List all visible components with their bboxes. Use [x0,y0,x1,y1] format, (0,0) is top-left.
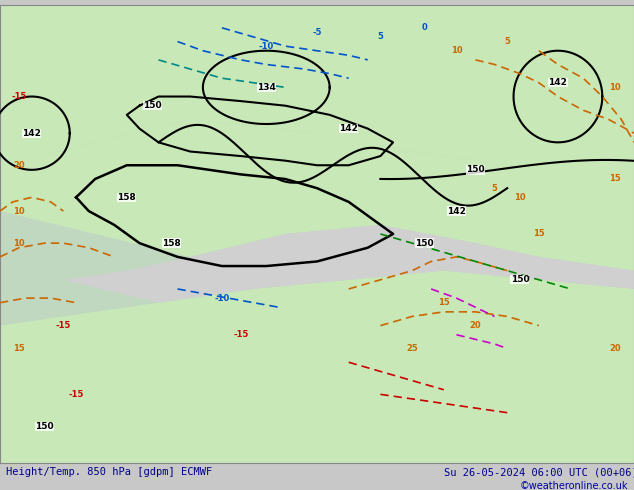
Text: Su 26-05-2024 06:00 UTC (00+06): Su 26-05-2024 06:00 UTC (00+06) [444,467,634,477]
Text: -10: -10 [259,42,274,50]
Text: 150: 150 [35,422,54,431]
Text: 20: 20 [470,321,481,330]
Text: -10: -10 [214,294,230,303]
Text: 150: 150 [143,101,162,110]
Text: 20: 20 [609,344,621,353]
Text: 10: 10 [13,207,25,216]
Text: 142: 142 [22,129,41,138]
Text: 20: 20 [13,161,25,170]
Text: 5: 5 [491,184,498,193]
Text: 150: 150 [415,239,434,247]
Polygon shape [63,225,634,303]
Text: 10: 10 [514,193,526,202]
Text: -5: -5 [313,28,321,37]
Text: 15: 15 [609,174,621,183]
Text: 142: 142 [447,207,466,216]
FancyBboxPatch shape [0,5,634,463]
Text: 0: 0 [422,24,428,32]
Text: 142: 142 [339,124,358,133]
Text: 158: 158 [162,239,181,247]
Text: -15: -15 [68,390,84,399]
Text: 10: 10 [13,239,25,247]
Polygon shape [0,120,634,270]
Text: 25: 25 [406,344,418,353]
Polygon shape [0,270,634,463]
Text: -15: -15 [11,92,27,101]
Text: 158: 158 [117,193,136,202]
Text: 10: 10 [609,83,621,92]
Text: 15: 15 [13,344,25,353]
Text: 10: 10 [451,46,462,55]
Text: -15: -15 [233,330,249,339]
Text: -15: -15 [56,321,71,330]
Text: 5: 5 [377,32,384,42]
Text: 15: 15 [533,229,545,239]
Text: 15: 15 [438,298,450,307]
Polygon shape [0,5,634,188]
Text: 150: 150 [466,165,485,174]
Text: 150: 150 [510,275,529,284]
Text: 142: 142 [548,78,567,87]
Text: 5: 5 [504,37,510,46]
Text: ©weatheronline.co.uk: ©weatheronline.co.uk [519,481,628,490]
Text: 134: 134 [257,83,276,92]
Text: Height/Temp. 850 hPa [gdpm] ECMWF: Height/Temp. 850 hPa [gdpm] ECMWF [6,467,212,477]
